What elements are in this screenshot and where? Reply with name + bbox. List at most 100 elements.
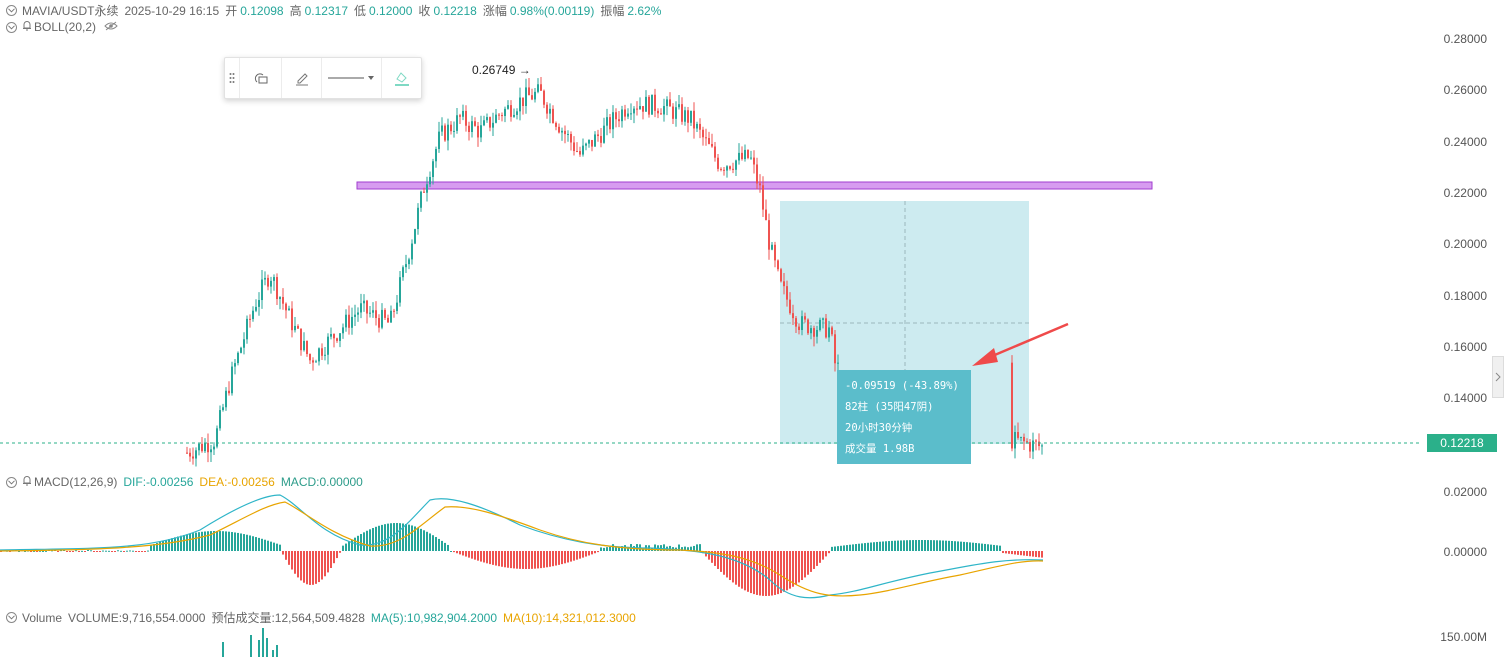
collapse-chevron-icon[interactable]	[6, 21, 17, 33]
macd-histogram-bar	[765, 551, 767, 596]
macd-histogram-bar	[525, 551, 527, 569]
macd-histogram-bar	[471, 551, 473, 559]
candle-body	[612, 112, 614, 130]
macd-histogram-bar	[564, 551, 566, 564]
candle-body	[744, 149, 746, 160]
candle-body	[453, 130, 455, 132]
boll-indicator-row: BOLL(20,2)	[6, 20, 118, 34]
drag-handle-icon[interactable]	[225, 58, 240, 98]
macd-histogram-bar	[663, 544, 665, 551]
macd-histogram-bar	[267, 540, 269, 551]
candle-body	[396, 302, 398, 311]
macd-histogram-bar	[1020, 551, 1022, 556]
candle-body	[690, 110, 692, 123]
measure-duration: 20小时30分钟	[845, 422, 913, 434]
macd-histogram-bar	[744, 551, 746, 591]
macd-histogram-bar	[408, 524, 410, 551]
annotation-arrow-line	[989, 322, 1069, 359]
candle-body	[252, 310, 254, 320]
macd-histogram-bar	[894, 540, 896, 551]
macd-histogram-bar	[861, 543, 863, 551]
candle-body	[246, 318, 248, 340]
macd-histogram-bar	[807, 551, 809, 575]
measurement-info-box: -0.09519 (-43.89%) 82柱 (35阳47阴) 20小时30分钟…	[837, 370, 971, 464]
candle-body	[594, 134, 596, 147]
line-style-button[interactable]	[322, 58, 382, 98]
bell-icon[interactable]	[22, 20, 32, 34]
collapse-chevron-icon[interactable]	[6, 612, 17, 623]
macd-histogram-bar	[957, 541, 959, 551]
candle-body	[345, 314, 347, 328]
candle-body	[1014, 432, 1016, 449]
macd-histogram-bar	[249, 535, 251, 551]
collapse-chevron-icon[interactable]	[6, 476, 17, 488]
macd-histogram-bar	[576, 551, 578, 560]
color-button[interactable]	[282, 58, 322, 98]
macd-histogram-bar	[312, 551, 314, 585]
bell-icon[interactable]	[22, 475, 32, 489]
candle-body	[624, 109, 626, 117]
macd-histogram-bar	[780, 551, 782, 594]
candle-body	[483, 120, 485, 126]
candle-body	[579, 151, 581, 155]
visibility-icon[interactable]	[104, 20, 118, 34]
macd-histogram-bar	[321, 551, 323, 580]
macd-histogram-bar	[318, 551, 320, 583]
macd-histogram-bar	[690, 546, 692, 551]
candle-body	[609, 117, 611, 130]
macd-histogram-bar	[795, 551, 797, 585]
candle-body	[327, 336, 329, 355]
candle-body	[564, 130, 566, 135]
candle-body	[576, 151, 578, 153]
macd-histogram-bar	[867, 542, 869, 551]
candlestick-chart-canvas[interactable]	[0, 0, 1420, 657]
macd-histogram-bar	[219, 531, 221, 551]
boll-label[interactable]: BOLL(20,2)	[34, 20, 97, 34]
macd-histogram-bar	[1038, 551, 1040, 558]
candle-body	[792, 313, 794, 319]
candle-body	[678, 104, 680, 108]
axis-scroll-handle[interactable]	[1492, 356, 1504, 398]
candle-body	[321, 348, 323, 356]
candle-body	[531, 95, 533, 100]
macd-histogram-bar	[615, 546, 617, 551]
macd-histogram-bar	[486, 551, 488, 564]
volume-label[interactable]: Volume	[22, 610, 63, 625]
macd-histogram-bar	[570, 551, 572, 562]
macd-dea-line	[0, 501, 1044, 597]
macd-histogram-bar	[1011, 551, 1013, 555]
macd-histogram-bar	[324, 551, 326, 577]
fill-button[interactable]	[382, 58, 421, 98]
candle-body	[582, 145, 584, 155]
macd-histogram-bar	[438, 538, 440, 551]
candle-body	[510, 105, 512, 117]
candle-body	[450, 124, 452, 132]
candle-body	[723, 169, 725, 171]
macd-histogram-bar	[492, 551, 494, 565]
macd-histogram-bar	[843, 545, 845, 551]
macd-histogram-bar	[135, 551, 137, 552]
collapse-chevron-icon[interactable]	[6, 5, 17, 16]
macd-histogram-bar	[423, 530, 425, 551]
candle-body	[264, 277, 266, 280]
candle-body	[417, 207, 419, 230]
macd-histogram-bar	[723, 551, 725, 575]
template-button[interactable]	[240, 58, 282, 98]
macd-histogram-bar	[426, 531, 428, 551]
price-tick: 0.28000	[1443, 32, 1487, 46]
macd-histogram-bar	[531, 551, 533, 569]
macd-histogram-bar	[288, 551, 290, 565]
macd-label[interactable]: MACD(12,26,9)	[34, 475, 118, 489]
macd-histogram-bar	[153, 543, 155, 551]
candle-body	[498, 114, 500, 116]
macd-histogram-bar	[864, 543, 866, 551]
candle-body	[225, 390, 227, 408]
candle-body	[543, 90, 545, 105]
macd-histogram-bar	[921, 540, 923, 551]
candle-body	[507, 105, 509, 109]
candle-body	[828, 327, 830, 338]
macd-histogram-bar	[510, 551, 512, 569]
candle-body	[312, 360, 314, 363]
amplitude-label: 振幅	[600, 4, 625, 18]
candle-body	[726, 166, 728, 171]
